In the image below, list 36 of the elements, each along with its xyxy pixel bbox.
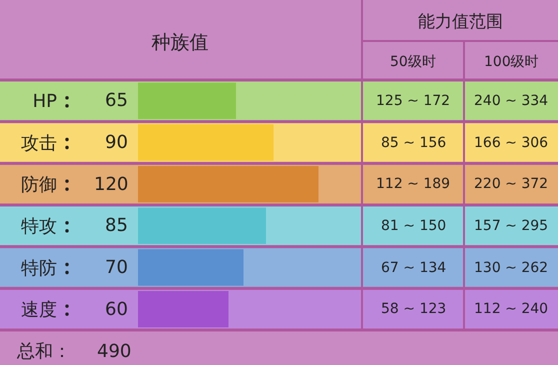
data-label: 70 <box>105 257 128 278</box>
bar <box>138 124 274 161</box>
y-tick-label: HP <box>32 91 58 112</box>
y-tick-label: 速度 <box>21 299 57 320</box>
chart-title: 种族值 <box>152 32 208 54</box>
text: 220 ~ 372 <box>474 176 548 192</box>
text: 157 ~ 295 <box>474 218 548 234</box>
data-label: 60 <box>105 299 128 320</box>
bar <box>138 82 236 120</box>
text: 112 ~ 189 <box>376 176 450 192</box>
text: 50级时 <box>390 54 436 70</box>
text: 490 <box>97 341 132 362</box>
y-tick-label: 防御 <box>21 174 57 196</box>
bar <box>138 290 228 328</box>
bar <box>138 208 266 244</box>
bar <box>138 166 318 202</box>
text: 67 ~ 134 <box>381 260 446 276</box>
text: 130 ~ 262 <box>474 260 548 276</box>
data-label: 65 <box>105 90 128 111</box>
text: 125 ~ 172 <box>376 93 450 109</box>
y-tick-label: 特攻 <box>21 216 57 238</box>
data-label: 120 <box>94 174 128 195</box>
text: 总和： <box>16 341 71 362</box>
bar <box>138 249 244 286</box>
text: 112 ~ 240 <box>474 301 548 317</box>
y-tick-label: 特防 <box>21 258 57 279</box>
text: 166 ~ 306 <box>474 135 548 151</box>
text: 240 ~ 334 <box>474 93 548 109</box>
y-tick-label: 攻击 <box>21 132 57 154</box>
text: 100级时 <box>484 54 539 70</box>
text: 58 ~ 123 <box>381 301 446 317</box>
text: 85 ~ 156 <box>381 135 446 151</box>
text: 能力值范围 <box>418 12 503 32</box>
text: 81 ~ 150 <box>381 218 446 234</box>
data-label: 85 <box>105 215 128 236</box>
data-label: 90 <box>105 132 128 153</box>
